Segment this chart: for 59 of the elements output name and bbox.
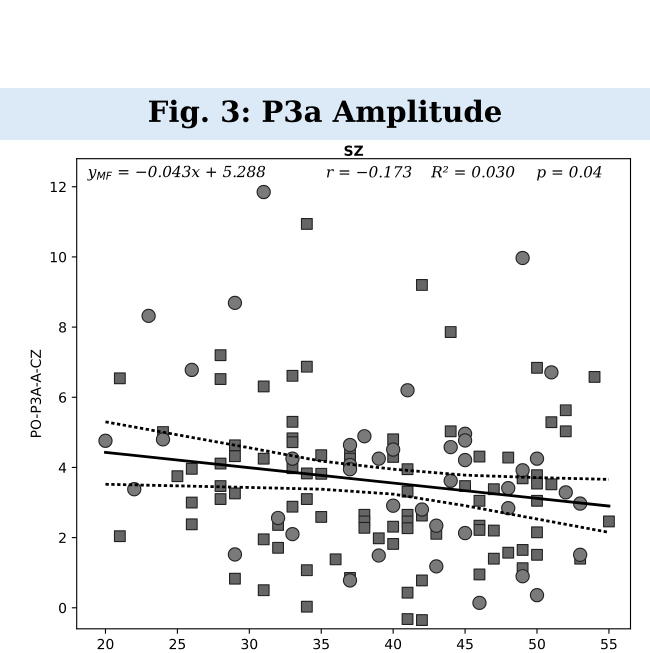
annotation: y$_{MF}$ = −0.043x + 5.288 xyxy=(87,166,266,180)
point xyxy=(472,596,487,610)
point xyxy=(530,452,544,466)
point xyxy=(458,526,472,540)
point xyxy=(342,573,358,588)
x-tick-label: 35 xyxy=(313,638,329,650)
y-tick-label: 10 xyxy=(50,252,66,262)
chart-title: Fig. 3: P3a Amplitude xyxy=(149,100,502,128)
point xyxy=(400,383,415,398)
point xyxy=(515,463,530,478)
point xyxy=(357,429,372,444)
point xyxy=(228,547,242,562)
y-tick-label: 12 xyxy=(50,182,66,192)
point xyxy=(256,184,271,200)
point xyxy=(515,250,530,266)
point xyxy=(98,434,113,448)
point xyxy=(141,308,156,324)
point xyxy=(515,569,530,584)
point xyxy=(414,502,430,517)
point xyxy=(458,452,472,468)
point xyxy=(573,548,588,562)
point xyxy=(228,296,242,310)
x-tick-label: 30 xyxy=(242,638,258,650)
x-tick-label: 45 xyxy=(456,638,473,650)
point xyxy=(372,548,386,563)
point xyxy=(342,438,358,452)
y-axis-title: PO-P3A-A-CZ xyxy=(30,350,42,437)
x-tick-label: 55 xyxy=(601,638,617,650)
point xyxy=(501,501,516,516)
y-tick-label: 8 xyxy=(59,322,66,333)
x-tick-label: 20 xyxy=(98,638,114,650)
annotation: p = 0.04 xyxy=(537,166,602,181)
point xyxy=(458,433,472,448)
y-tick-label: 6 xyxy=(59,392,66,403)
point xyxy=(429,559,444,574)
point xyxy=(285,526,300,542)
point xyxy=(544,365,559,380)
y-tick-label: 0 xyxy=(59,602,66,614)
point xyxy=(444,440,458,454)
point xyxy=(386,498,400,513)
point xyxy=(386,442,400,457)
point xyxy=(558,485,573,500)
x-tick-label: 50 xyxy=(529,638,545,650)
x-tick-label: 25 xyxy=(170,638,186,650)
point xyxy=(372,452,386,466)
point xyxy=(270,510,286,526)
x-tick-label: 40 xyxy=(385,638,402,650)
point xyxy=(501,481,516,496)
point xyxy=(156,432,170,447)
y-tick-label: 2 xyxy=(59,532,66,543)
point xyxy=(342,462,358,476)
y-tick-label: 4 xyxy=(58,462,66,473)
point xyxy=(429,518,444,533)
annotation: R² = 0.030 xyxy=(430,166,514,178)
annotation: r = −0.173 xyxy=(326,166,412,178)
chart-subtitle: SZ xyxy=(344,145,364,156)
point xyxy=(530,588,544,602)
point xyxy=(184,362,199,378)
point xyxy=(444,474,458,488)
